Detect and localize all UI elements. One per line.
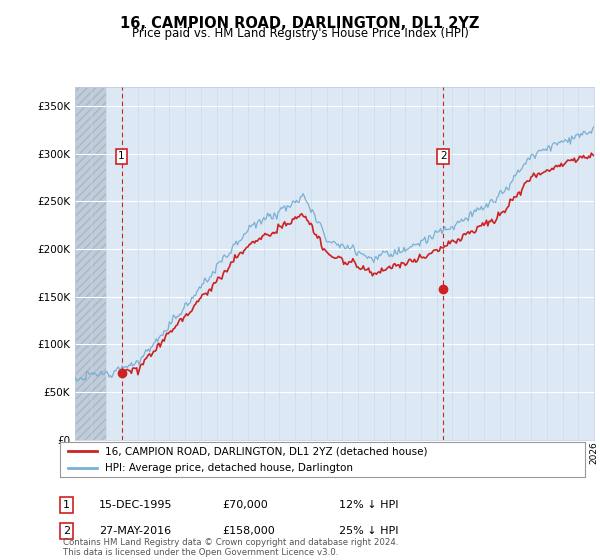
Text: Contains HM Land Registry data © Crown copyright and database right 2024.
This d: Contains HM Land Registry data © Crown c… [63,538,398,557]
Bar [75,87,106,440]
Text: 1: 1 [63,500,70,510]
Text: 16, CAMPION ROAD, DARLINGTON, DL1 2YZ (detached house): 16, CAMPION ROAD, DARLINGTON, DL1 2YZ (d… [104,446,427,456]
Text: Price paid vs. HM Land Registry's House Price Index (HPI): Price paid vs. HM Land Registry's House … [131,27,469,40]
Text: 12% ↓ HPI: 12% ↓ HPI [339,500,398,510]
Text: 2: 2 [440,151,446,161]
Text: £70,000: £70,000 [222,500,268,510]
Text: HPI: Average price, detached house, Darlington: HPI: Average price, detached house, Darl… [104,463,353,473]
Text: £158,000: £158,000 [222,526,275,536]
Text: 27-MAY-2016: 27-MAY-2016 [99,526,171,536]
Text: 15-DEC-1995: 15-DEC-1995 [99,500,173,510]
Text: 1: 1 [118,151,125,161]
Text: 25% ↓ HPI: 25% ↓ HPI [339,526,398,536]
Text: 2: 2 [63,526,70,536]
Text: 16, CAMPION ROAD, DARLINGTON, DL1 2YZ: 16, CAMPION ROAD, DARLINGTON, DL1 2YZ [121,16,479,31]
